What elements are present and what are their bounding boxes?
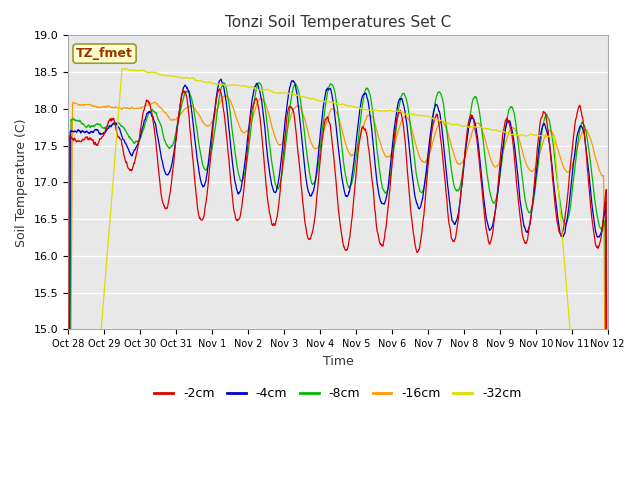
Text: TZ_fmet: TZ_fmet <box>76 47 133 60</box>
Y-axis label: Soil Temperature (C): Soil Temperature (C) <box>15 118 28 247</box>
Legend: -2cm, -4cm, -8cm, -16cm, -32cm: -2cm, -4cm, -8cm, -16cm, -32cm <box>149 383 527 406</box>
Title: Tonzi Soil Temperatures Set C: Tonzi Soil Temperatures Set C <box>225 15 451 30</box>
X-axis label: Time: Time <box>323 355 353 368</box>
